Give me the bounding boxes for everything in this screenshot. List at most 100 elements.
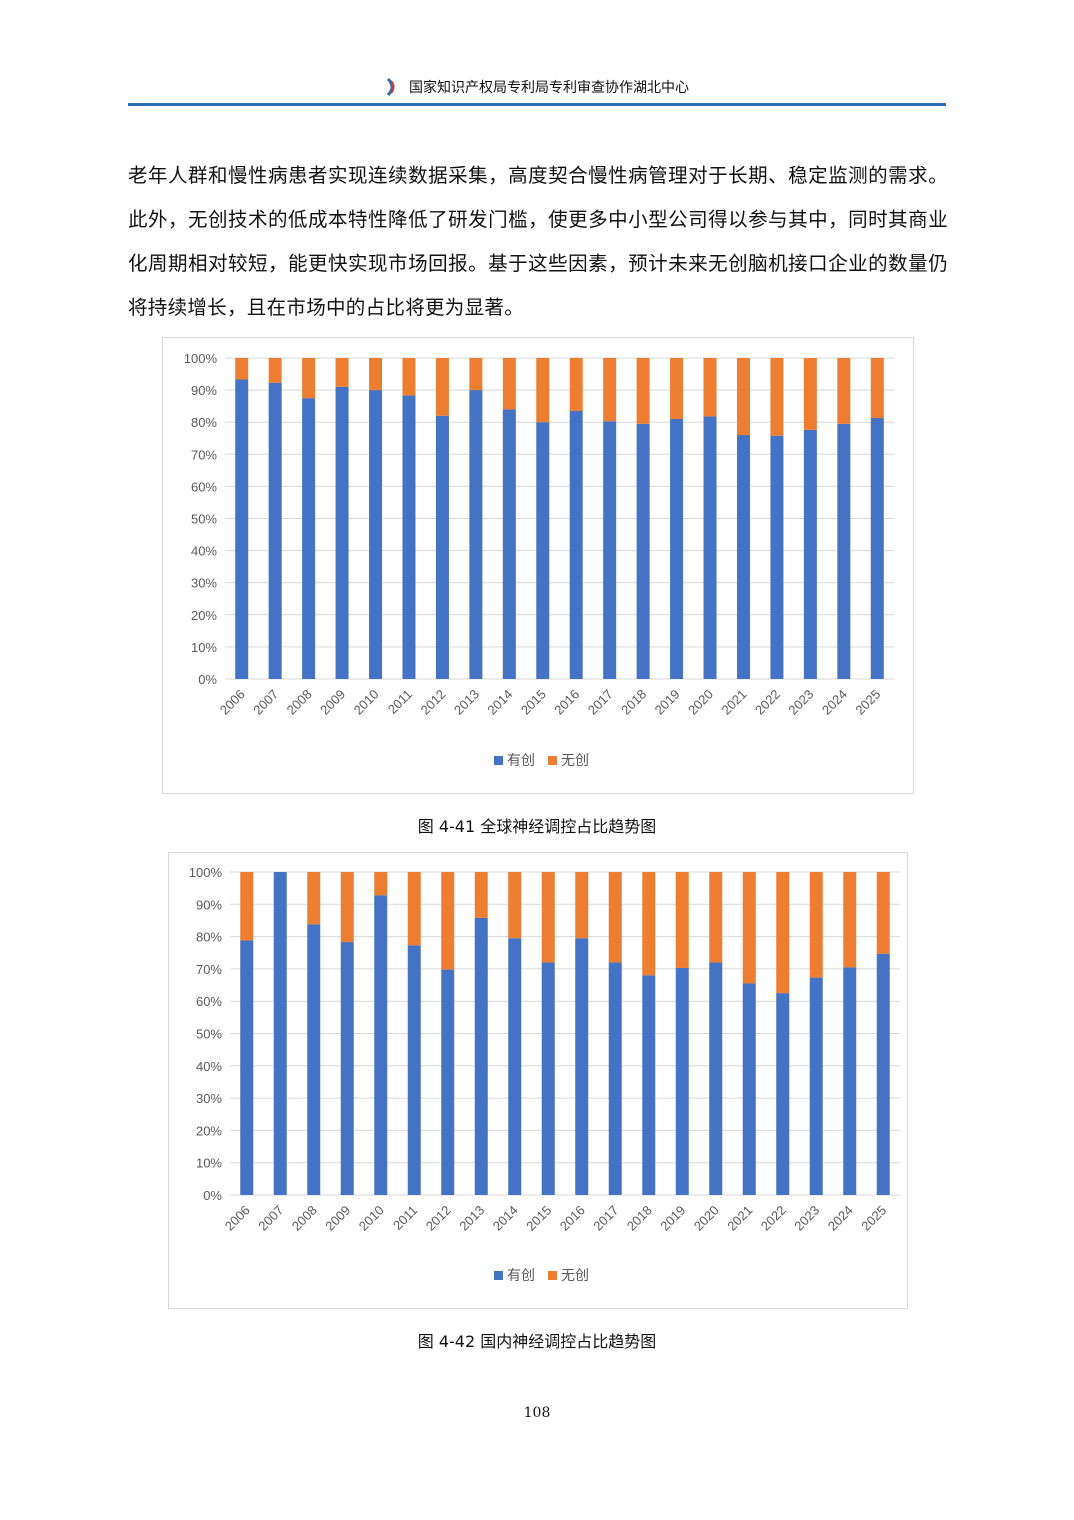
x-tick-label: 2011	[385, 687, 415, 717]
bar-noninvasive	[536, 358, 550, 423]
bar-invasive	[268, 382, 282, 679]
bar-invasive	[803, 429, 817, 679]
y-tick-label: 80%	[191, 415, 217, 430]
y-tick-label: 100%	[189, 865, 223, 880]
bar-noninvasive	[703, 358, 717, 417]
x-tick-label: 2008	[284, 687, 315, 718]
x-tick-label: 2020	[691, 1203, 722, 1234]
bar-noninvasive	[675, 872, 689, 968]
legend-label: 无创	[561, 1268, 589, 1284]
y-tick-label: 40%	[191, 544, 217, 559]
bar-invasive	[240, 940, 254, 1195]
x-tick-label: 2024	[825, 1203, 856, 1234]
bar-invasive	[374, 895, 388, 1195]
bar-noninvasive	[809, 872, 823, 978]
bar-noninvasive	[302, 358, 316, 399]
bar-invasive	[536, 422, 550, 679]
bar-noninvasive	[642, 872, 656, 976]
bar-invasive	[636, 423, 650, 679]
x-tick-label: 2019	[657, 1203, 688, 1234]
y-tick-label: 50%	[191, 512, 217, 527]
x-tick-label: 2017	[585, 687, 616, 718]
bar-invasive	[335, 386, 349, 679]
bar-invasive	[837, 423, 851, 679]
chart-global: 0% 10% 20% 30% 40% 50% 60% 70% 80% 90% 100% 2006 200…	[162, 337, 914, 794]
x-tick-label: 2011	[390, 1203, 420, 1233]
x-tick-label: 2007	[250, 687, 281, 718]
bar-invasive	[402, 395, 416, 679]
bar-invasive	[474, 917, 488, 1195]
bar-noninvasive	[407, 872, 421, 946]
y-tick-label: 60%	[191, 479, 217, 494]
bar-noninvasive	[636, 358, 650, 424]
bar-invasive	[369, 390, 383, 679]
bar-noninvasive	[469, 358, 483, 391]
bar-noninvasive	[603, 358, 617, 422]
bar-noninvasive	[569, 358, 583, 411]
bar-invasive	[809, 977, 823, 1195]
bar-noninvasive	[502, 358, 516, 410]
legend-label: 有创	[507, 753, 535, 769]
bar-noninvasive	[736, 358, 750, 436]
bar-noninvasive	[803, 358, 817, 430]
bar-invasive	[742, 983, 756, 1195]
bar-noninvasive	[441, 872, 455, 970]
header-title: 国家知识产权局专利局专利审查协作湖北中心	[409, 80, 689, 96]
x-tick-label: 2022	[752, 687, 783, 718]
x-tick-label: 2018	[624, 1203, 655, 1234]
figure-caption-domestic: 图 4-42 国内神经调控占比趋势图	[417, 1332, 657, 1351]
x-tick-label: 2025	[852, 687, 883, 718]
bar-invasive	[876, 953, 890, 1195]
bar-invasive	[776, 993, 790, 1195]
y-tick-label: 0%	[198, 672, 217, 687]
bar-invasive	[608, 962, 622, 1195]
y-tick-label: 50%	[196, 1027, 222, 1042]
bar-invasive	[407, 945, 421, 1195]
legend-swatch-invasive	[494, 1271, 503, 1280]
bar-noninvasive	[876, 872, 890, 954]
bar-invasive	[675, 967, 689, 1195]
x-tick-label: 2018	[618, 687, 649, 718]
x-tick-label: 2016	[557, 1203, 588, 1234]
body-paragraph: 老年人群和慢性病患者实现连续数据采集，高度契合慢性病管理对于长期、稳定监测的需求…	[128, 164, 948, 319]
bar-noninvasive	[374, 872, 388, 896]
x-tick-label: 2007	[255, 1203, 286, 1234]
x-tick-label: 2010	[356, 1203, 387, 1234]
y-tick-label: 10%	[191, 640, 217, 655]
x-tick-label: 2019	[652, 687, 683, 718]
bar-invasive	[770, 435, 784, 679]
x-tick-label: 2022	[758, 1203, 789, 1234]
bar-noninvasive	[235, 358, 249, 380]
bar-invasive	[709, 962, 723, 1195]
x-tick-label: 2006	[217, 687, 248, 718]
figure-caption-global: 图 4-41 全球神经调控占比趋势图	[417, 817, 657, 836]
legend-swatch-noninvasive	[548, 756, 557, 765]
bar-invasive	[302, 398, 316, 679]
x-tick-label: 2024	[819, 687, 850, 718]
bar-invasive	[541, 962, 555, 1195]
bar-invasive	[435, 415, 449, 679]
bar-noninvasive	[870, 358, 884, 419]
x-tick-label: 2021	[719, 687, 750, 718]
bar-noninvasive	[843, 872, 857, 968]
bar-noninvasive	[608, 872, 622, 963]
header-rule	[128, 103, 946, 106]
legend-swatch-noninvasive	[548, 1271, 557, 1280]
x-tick-label: 2021	[724, 1203, 755, 1234]
bar-noninvasive	[369, 358, 383, 391]
y-tick-label: 90%	[196, 897, 222, 912]
bar-noninvasive	[837, 358, 851, 424]
bar-invasive	[603, 421, 617, 679]
legend-label: 有创	[507, 1268, 535, 1284]
bar-noninvasive	[541, 872, 555, 963]
bar-invasive	[469, 390, 483, 679]
bar-noninvasive	[770, 358, 784, 436]
page-number: 108	[523, 1405, 551, 1421]
bar-invasive	[670, 418, 684, 679]
page-header: 国家知识产权局专利局专利审查协作湖北中心	[128, 74, 946, 104]
x-tick-label: 2009	[322, 1203, 353, 1234]
bar-invasive	[340, 942, 354, 1195]
bar-noninvasive	[268, 358, 282, 383]
bar-invasive	[273, 872, 287, 1195]
bar-invasive	[703, 416, 717, 679]
